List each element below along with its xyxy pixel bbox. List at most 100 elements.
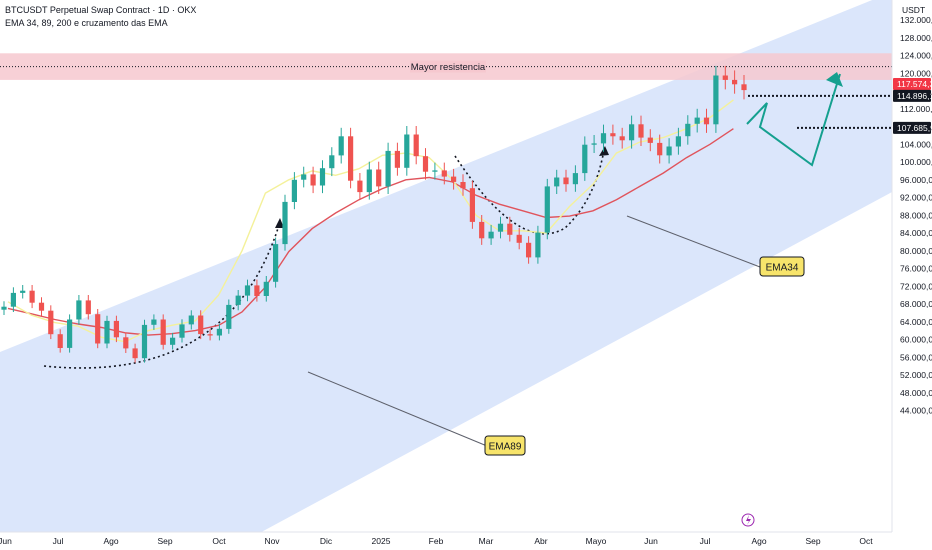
candle — [460, 174, 466, 196]
candle — [357, 173, 363, 200]
time-tick-label: Ago — [103, 536, 118, 546]
candle — [48, 305, 54, 340]
price-tick-label: 44.000,0 — [900, 406, 932, 416]
candle — [657, 134, 663, 164]
candle — [713, 65, 719, 133]
candle — [198, 310, 204, 340]
candle — [629, 115, 635, 149]
ema89-label: EMA89 — [484, 435, 526, 456]
candle — [432, 162, 438, 180]
price-tick-label: 104.000,0 — [900, 139, 932, 149]
candle — [338, 127, 344, 164]
price-tag-text: 114.896,1 — [897, 91, 932, 101]
candle — [151, 314, 157, 330]
candle — [123, 332, 129, 353]
time-tick-label: Ago — [751, 536, 766, 546]
time-axis-bg[interactable] — [0, 532, 892, 550]
time-tick-label: Mayo — [586, 536, 607, 546]
candle — [741, 75, 747, 100]
price-tick-label: 100.000,0 — [900, 157, 932, 167]
time-tick-label: Jun — [644, 536, 658, 546]
candle — [610, 124, 616, 145]
candle — [544, 178, 550, 240]
time-tick-label: Mar — [479, 536, 494, 546]
ema34-label-text: EMA34 — [766, 263, 799, 274]
candles — [1, 65, 747, 363]
candle — [507, 216, 513, 242]
candle — [95, 309, 101, 349]
resistance-label-text: Mayor resistencia — [411, 62, 486, 73]
event-lightning-icon[interactable] — [741, 513, 755, 527]
price-tick-label: 76.000,0 — [900, 264, 932, 274]
curved-arrow-1 — [43, 221, 281, 369]
candle — [244, 279, 251, 302]
candle — [685, 115, 691, 145]
ema34-label: EMA34 — [759, 256, 805, 277]
price-axis-ticks: 132.000,0128.000,0124.000,0120.000,0116.… — [900, 15, 932, 416]
candle — [666, 138, 672, 164]
candle — [732, 70, 738, 94]
price-tag: 107.685,9 — [893, 121, 932, 134]
price-tick-label: 68.000,0 — [900, 299, 932, 309]
candle — [291, 172, 297, 210]
candle — [188, 310, 194, 330]
time-tick-label: Abr — [534, 536, 547, 546]
price-tick-label: 80.000,0 — [900, 246, 932, 256]
candle — [235, 290, 241, 311]
time-tick-label: Sep — [805, 536, 820, 546]
price-tick-label: 128.000,0 — [900, 33, 932, 43]
candle — [694, 108, 700, 133]
price-tick-label: 120.000,0 — [900, 68, 932, 78]
candle — [366, 161, 372, 200]
candle — [348, 127, 354, 189]
candle — [497, 216, 504, 239]
ema89-label-text: EMA89 — [489, 442, 522, 453]
candle — [675, 127, 681, 155]
time-tick-label: Jul — [700, 536, 711, 546]
price-tick-label: 60.000,0 — [900, 335, 932, 345]
price-tick-label: 52.000,0 — [900, 370, 932, 380]
candle — [132, 343, 138, 363]
price-tick-label: 132.000,0 — [900, 15, 932, 25]
candle — [310, 166, 316, 194]
candle — [376, 161, 382, 194]
candle — [57, 329, 63, 353]
time-tick-label: Dic — [320, 536, 333, 546]
price-tag-text: 117.574,3 — [897, 79, 932, 89]
price-tick-label: 88.000,0 — [900, 210, 932, 220]
candle — [600, 124, 607, 152]
price-tick-label: 56.000,0 — [900, 352, 932, 362]
candle — [38, 297, 45, 316]
candle — [488, 224, 494, 245]
price-tick-label: 48.000,0 — [900, 388, 932, 398]
curved-arrow-1-head — [275, 218, 284, 228]
candle — [394, 142, 400, 176]
ema34-pointer — [626, 215, 761, 268]
price-tick-label: 92.000,0 — [900, 193, 932, 203]
candle — [179, 319, 185, 343]
candle — [647, 129, 653, 152]
candle — [76, 295, 82, 325]
candle — [113, 315, 119, 343]
candle — [273, 237, 279, 288]
candle — [563, 169, 569, 192]
projection-arrowhead — [826, 72, 843, 87]
candle — [554, 169, 560, 194]
candle — [282, 194, 288, 251]
time-tick-label: Sep — [157, 536, 172, 546]
candle — [170, 332, 176, 350]
time-tick-label: Jun — [0, 536, 12, 546]
price-tag: 114.896,1 — [893, 89, 932, 102]
candle — [141, 319, 148, 363]
chart-title: BTCUSDT Perpetual Swap Contract · 1D · O… — [5, 5, 197, 15]
candle — [572, 165, 578, 192]
candle — [535, 225, 541, 264]
candle — [329, 147, 335, 177]
currency-label: USDT — [902, 5, 925, 15]
price-tick-label: 64.000,0 — [900, 317, 932, 327]
candle — [422, 148, 429, 180]
price-tags: 117.574,3 114.896,1 107.685,9 — [893, 78, 932, 134]
candle — [160, 314, 166, 350]
price-tag: 117.574,3 — [893, 78, 932, 90]
